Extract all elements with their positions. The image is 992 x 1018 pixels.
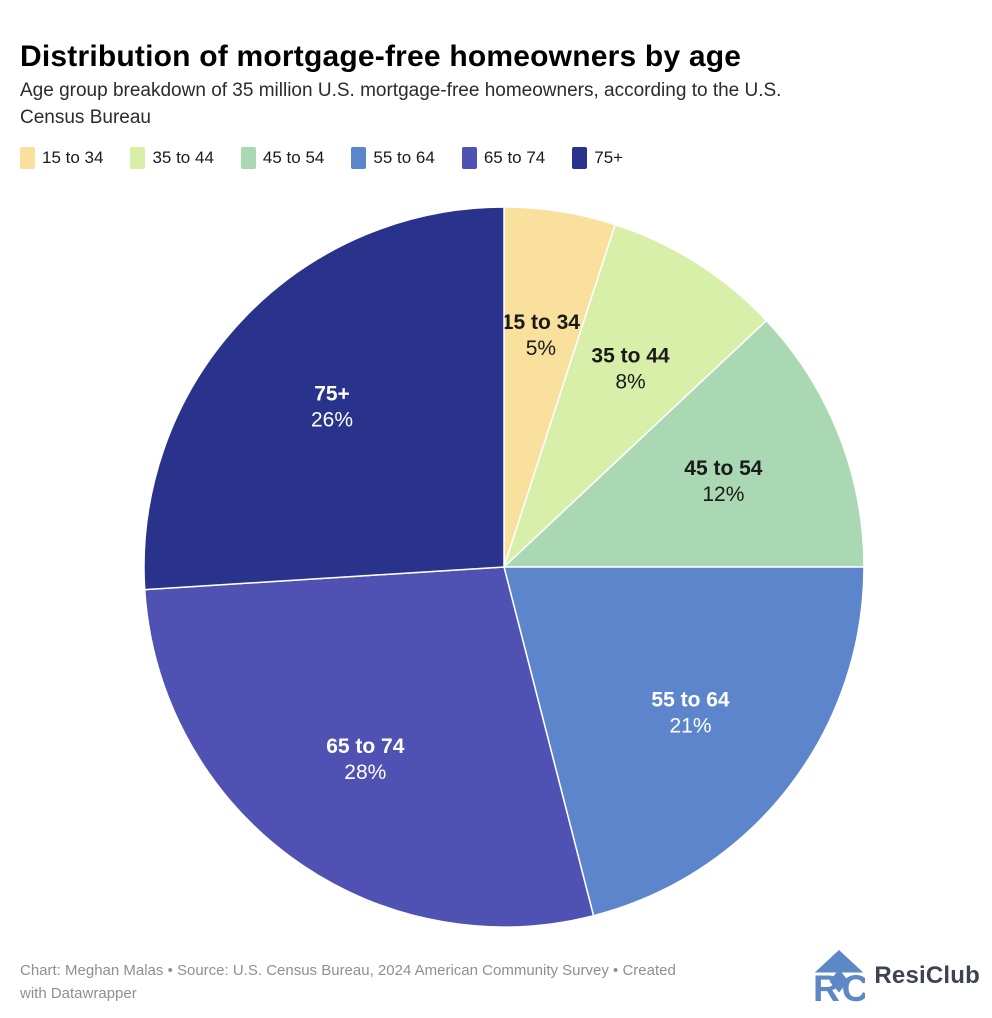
pie-slice-label-15-to-34: 15 to 34 5%: [502, 311, 581, 360]
legend-label: 35 to 44: [152, 148, 214, 167]
pie-slice-label-55-to-64: 55 to 64 21%: [651, 689, 730, 738]
page-title: Distribution of mortgage-free homeowners…: [20, 40, 742, 74]
legend-label: 15 to 34: [42, 148, 104, 167]
resiclub-logo[interactable]: R C ResiClub: [813, 948, 980, 1004]
legend-item-65-to-74: 65 to 74: [461, 147, 546, 169]
legend-swatch-icon: [351, 147, 367, 169]
pie-chart: 15 to 34 5% 35 to 44 8% 45 to 54 12% 55 to 64 2…: [0, 200, 992, 940]
legend-swatch-icon: [572, 147, 588, 169]
pie-slice-label-75plus: 75+ 26%: [311, 382, 353, 431]
footer-credit-line2: with Datawrapper: [20, 984, 137, 1002]
resiclub-logo-icon: R C: [813, 950, 865, 1004]
page-subtitle-line1: Age group breakdown of 35 million U.S. m…: [20, 80, 782, 101]
pie-slice-45-to-54[interactable]: [503, 319, 865, 568]
svg-text:R: R: [813, 967, 840, 1004]
page-subtitle: Age group breakdown of 35 million U.S. m…: [20, 78, 781, 132]
pie-slice-65-to-74[interactable]: [143, 566, 595, 928]
legend-item-45-to-54: 45 to 54: [240, 147, 325, 169]
legend-item-75plus: 75+: [572, 147, 623, 169]
legend-swatch-icon: [20, 147, 35, 169]
pie-slice-55-to-64[interactable]: [503, 566, 865, 917]
pie-slice-label-65-to-74: 65 to 74 28%: [326, 735, 405, 784]
legend-label: 65 to 74: [483, 148, 546, 167]
legend-swatch-icon: [130, 147, 146, 169]
svg-text:C: C: [842, 967, 865, 1004]
pie-chart-svg: 15 to 34 5% 35 to 44 8% 45 to 54 12% 55 to 64 2…: [143, 206, 865, 928]
legend-item-15-to-34: 15 to 34: [20, 147, 103, 169]
page-subtitle-line2: Census Bureau: [20, 106, 151, 128]
legend-swatch-icon: [461, 147, 477, 169]
legend-item-55-to-64: 55 to 64: [351, 147, 435, 169]
legend-label: 45 to 54: [262, 148, 325, 167]
pie-slice-label-35-to-44: 35 to 44 8%: [591, 345, 670, 394]
legend-label: 75+: [594, 148, 624, 167]
footer-credit-line1: Chart: Meghan Malas • Source: U.S. Censu…: [20, 962, 676, 979]
legend-swatch-icon: [240, 147, 256, 169]
pie-slice-35-to-44[interactable]: [503, 223, 768, 568]
resiclub-logo-text: ResiClub: [874, 962, 980, 989]
legend-label: 55 to 64: [373, 148, 435, 167]
pie-slice-75plus[interactable]: [143, 206, 505, 591]
legend-item-35-to-44: 35 to 44: [130, 147, 214, 169]
pie-slice-label-45-to-54: 45 to 54 12%: [684, 457, 763, 506]
footer-credit: Chart: Meghan Malas • Source: U.S. Censu…: [20, 960, 676, 1005]
legend: 15 to 34 35 to 44 45 to 54 55 to 64 65 to 74…: [20, 147, 623, 169]
